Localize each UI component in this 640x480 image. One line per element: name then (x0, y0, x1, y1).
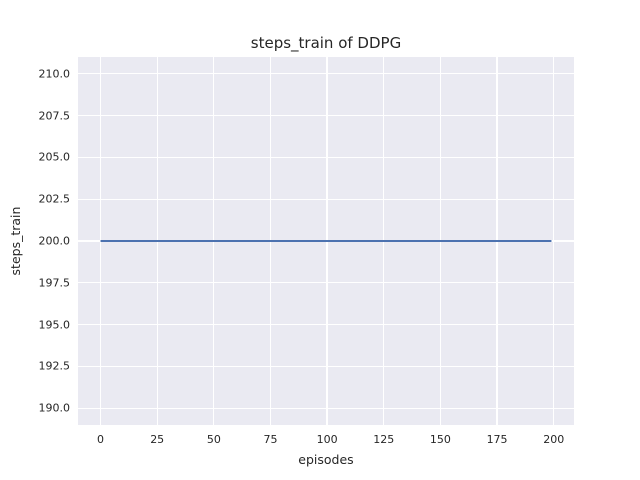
y-gridline (78, 407, 574, 409)
y-tick-label: 210.0 (38, 67, 71, 81)
x-tick-label: 25 (150, 433, 165, 446)
y-tick-label: 202.5 (38, 192, 71, 206)
x-tick-label: 100 (316, 433, 338, 446)
y-gridline (78, 323, 574, 326)
x-axis-label: episodes (298, 452, 354, 467)
plot-area (78, 57, 574, 425)
x-tick-label: 175 (486, 433, 508, 446)
y-tick-label: 207.5 (38, 109, 71, 123)
y-tick-label: 197.5 (38, 276, 71, 290)
x-tick-label: 150 (429, 433, 451, 446)
y-tick-label: 190.0 (38, 401, 71, 415)
y-axis-label: steps_train (8, 206, 23, 276)
y-gridline (78, 365, 574, 368)
series-line-layer (100, 240, 552, 242)
y-tick-label: 192.5 (38, 359, 71, 373)
y-gridline (78, 198, 574, 200)
x-tick-label: 200 (543, 433, 565, 446)
y-gridline (78, 282, 574, 284)
x-tick-label: 125 (373, 433, 395, 446)
x-tick-label: 75 (263, 433, 278, 446)
x-tick-label: 50 (206, 433, 221, 446)
y-tick-labels: 190.0 192.5 195.0 197.5 200.0 202.5 205.0 207.5… (0, 57, 71, 425)
y-gridline (78, 73, 574, 75)
y-gridline (78, 114, 574, 117)
chart-title: steps_train of DDPG (250, 34, 402, 52)
x-tick-labels: 0 25 50 75 100 125 150 175 200 (78, 433, 574, 447)
y-tick-label: 200.0 (38, 234, 71, 248)
y-gridline (78, 156, 574, 158)
x-tick-label: 0 (97, 433, 105, 446)
y-tick-label: 205.0 (38, 150, 71, 164)
y-tick-label: 195.0 (38, 318, 71, 332)
